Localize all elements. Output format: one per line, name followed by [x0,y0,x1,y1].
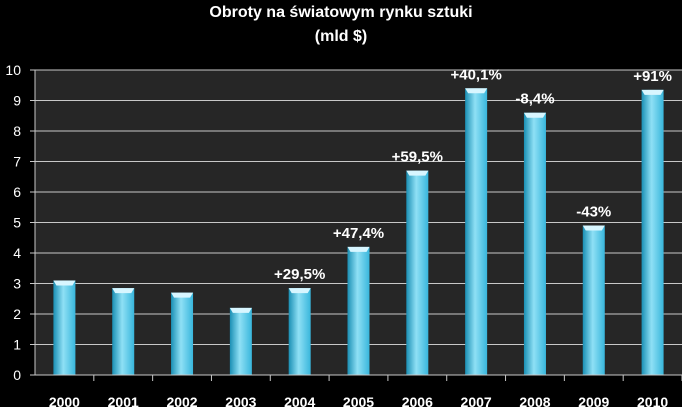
bar-cap [465,88,488,94]
bar-cap [288,288,311,294]
bar [288,288,311,375]
bar [582,225,605,375]
y-tick-label: 4 [13,245,21,261]
change-label: -43% [576,204,611,221]
change-label: +40,1% [450,66,501,83]
x-tick-label: 2010 [637,394,668,407]
bar-cap [406,170,429,176]
x-tick-label: 2006 [402,394,433,407]
y-tick-label: 2 [13,306,21,322]
bar-cap [53,280,76,286]
bar-2005 [347,246,370,375]
chart-title: Obroty na światowym rynku sztuki [209,4,472,21]
x-tick-label: 2008 [519,394,550,407]
bar-cap [171,292,194,298]
x-axis: 2000 2001 2002 2003 2004 2005 2006 2007 2008 2009… [35,374,682,407]
bars [53,88,664,376]
bar-2008 [523,112,546,375]
bar-cap [641,89,664,95]
bar-cap [347,246,370,252]
bar-cap [229,307,252,313]
bar-cap [582,225,605,231]
bar-2004 [288,288,311,375]
bar-2007 [465,88,488,376]
y-tick-label: 5 [13,215,21,231]
x-tick-label: 2002 [166,394,197,407]
change-label: +91% [633,68,672,85]
x-tick-label: 2000 [49,394,80,407]
x-tick-label: 2009 [578,394,609,407]
bar [641,89,664,375]
bar-cap [112,288,135,294]
change-label: +59,5% [392,149,443,166]
bar [347,246,370,375]
bar [53,280,76,375]
x-tick-label: 2003 [225,394,256,407]
bar [523,112,546,375]
bar-2000 [53,280,76,375]
annotations: +29,5% +47,4% +59,5% +40,1% -8,4% -43% +91% [274,66,672,283]
y-tick-label: 0 [13,367,21,383]
bar-2006 [406,170,429,375]
bar-2001 [112,288,135,375]
change-label: -8,4% [515,91,554,108]
bar-2009 [582,225,605,375]
bar-2010 [641,89,664,375]
y-tick-label: 1 [13,337,21,353]
bar [406,170,429,375]
bar-2003 [229,307,252,375]
bar [171,292,194,375]
y-tick-label: 8 [13,123,21,139]
bar [229,307,252,375]
y-axis: 0 1 2 3 4 5 6 7 8 9 10 [5,62,36,383]
y-tick-label: 6 [13,184,21,200]
x-tick-label: 2007 [461,394,492,407]
y-tick-label: 3 [13,276,21,292]
x-tick-label: 2001 [108,394,139,407]
bar [112,288,135,375]
y-tick-label: 10 [5,62,21,78]
bar-2002 [171,292,194,375]
change-label: +29,5% [274,266,325,283]
x-tick-label: 2005 [343,394,374,407]
bar [465,88,488,376]
change-label: +47,4% [333,225,384,242]
bar-cap [523,112,546,118]
x-tick-label: 2004 [284,394,315,407]
y-tick-label: 7 [13,154,21,170]
y-tick-label: 9 [13,93,21,109]
chart-subtitle: (mld $) [315,28,367,45]
